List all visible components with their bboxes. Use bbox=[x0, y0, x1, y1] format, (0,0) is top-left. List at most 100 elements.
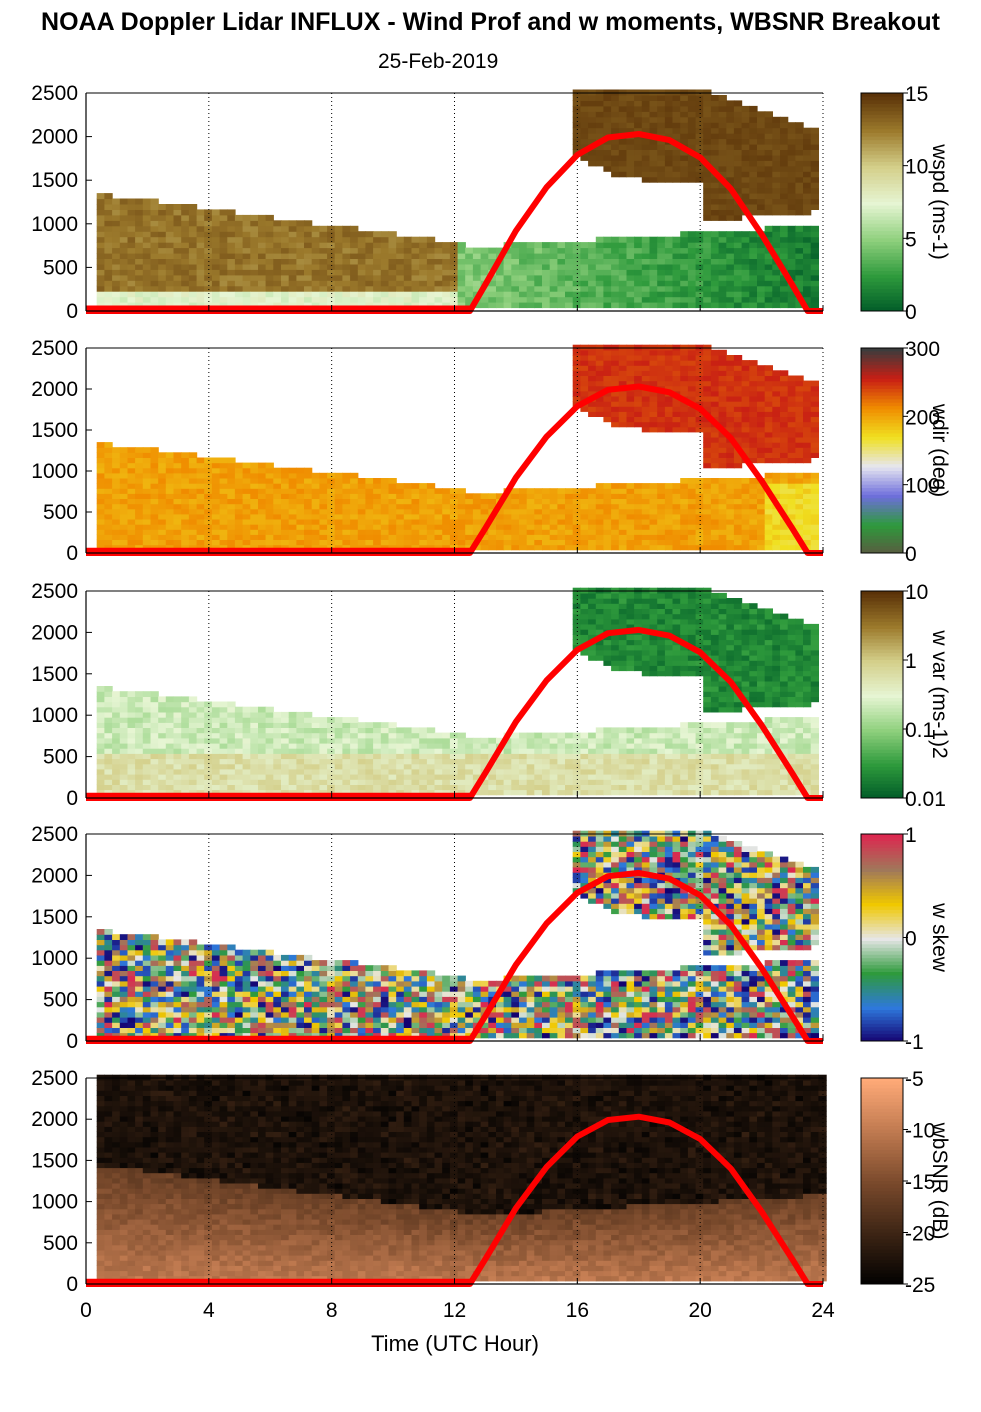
heatmap-cell bbox=[265, 768, 274, 775]
heatmap-cell bbox=[380, 296, 390, 303]
heatmap-cell bbox=[142, 696, 152, 703]
heatmap-cell bbox=[480, 784, 489, 791]
heatmap-cell bbox=[419, 727, 428, 734]
heatmap-cell bbox=[565, 242, 574, 249]
heatmap-cell bbox=[795, 209, 804, 216]
heatmap-cell bbox=[710, 187, 720, 194]
heatmap-cell bbox=[334, 748, 343, 754]
heatmap-cell bbox=[741, 280, 750, 287]
heatmap-cell bbox=[173, 236, 182, 243]
heatmap-cell bbox=[757, 396, 766, 402]
heatmap-cell bbox=[795, 478, 804, 484]
heatmap-cell bbox=[687, 111, 697, 118]
heatmap-cell bbox=[173, 462, 182, 469]
heatmap-cell bbox=[434, 519, 443, 525]
heatmap-cell bbox=[304, 472, 313, 479]
heatmap-cell bbox=[411, 748, 420, 754]
heatmap-cell bbox=[664, 176, 674, 183]
heatmap-cell bbox=[158, 748, 167, 754]
heatmap-cell bbox=[319, 753, 328, 760]
heatmap-cell bbox=[304, 247, 313, 254]
heatmap-cell bbox=[726, 154, 735, 161]
heatmap-cell bbox=[657, 488, 666, 494]
heatmap-cell bbox=[703, 349, 712, 356]
heatmap-cell bbox=[96, 753, 105, 760]
heatmap-cell bbox=[703, 401, 712, 407]
heatmap-cell bbox=[234, 483, 244, 489]
heatmap-cell bbox=[488, 544, 497, 551]
heatmap-cell bbox=[288, 503, 297, 510]
heatmap-cell bbox=[526, 758, 535, 765]
heatmap-cell bbox=[503, 742, 512, 749]
heatmap-cell bbox=[288, 296, 297, 303]
heatmap-cell bbox=[242, 774, 251, 780]
heatmap-cell bbox=[626, 111, 635, 118]
heatmap-cell bbox=[281, 280, 290, 287]
heatmap-cell bbox=[618, 242, 628, 249]
heatmap-cell bbox=[741, 478, 750, 484]
heatmap-cell bbox=[703, 498, 712, 505]
heatmap-cell bbox=[273, 753, 282, 760]
heatmap-cell bbox=[526, 763, 535, 770]
heatmap-cell bbox=[534, 302, 543, 309]
heatmap-cell bbox=[757, 375, 766, 382]
heatmap-cell bbox=[749, 187, 758, 194]
heatmap-cell bbox=[710, 406, 720, 412]
heatmap-cell bbox=[526, 302, 535, 309]
heatmap-cell bbox=[626, 483, 635, 489]
heatmap-cell bbox=[687, 421, 697, 428]
heatmap-cell bbox=[764, 544, 773, 551]
heatmap-cell bbox=[196, 472, 205, 479]
heatmap-cell bbox=[350, 472, 359, 479]
heatmap-cell bbox=[511, 498, 520, 505]
heatmap-cell bbox=[388, 296, 397, 303]
heatmap-cell bbox=[649, 534, 658, 540]
colorbar-segment bbox=[861, 107, 903, 112]
heatmap-cell bbox=[549, 493, 558, 499]
heatmap-cell bbox=[365, 727, 374, 734]
heatmap-cell bbox=[119, 691, 129, 697]
heatmap-cell bbox=[703, 385, 712, 392]
heatmap-cell bbox=[457, 519, 466, 525]
heatmap-cell bbox=[457, 524, 466, 530]
heatmap-cell bbox=[158, 263, 167, 270]
heatmap-cell bbox=[96, 768, 105, 775]
heatmap-cell bbox=[626, 285, 635, 292]
heatmap-cell bbox=[626, 488, 635, 494]
heatmap-cell bbox=[304, 253, 313, 259]
heatmap-cell bbox=[549, 503, 558, 510]
heatmap-cell bbox=[772, 138, 781, 145]
heatmap-cell bbox=[672, 355, 681, 361]
heatmap-cell bbox=[603, 165, 612, 172]
heatmap-cell bbox=[572, 116, 581, 123]
heatmap-cell bbox=[733, 437, 743, 443]
heatmap-cell bbox=[112, 231, 121, 238]
heatmap-cell bbox=[618, 111, 628, 118]
heatmap-cell bbox=[211, 784, 221, 791]
heatmap-cell bbox=[565, 539, 574, 546]
heatmap-cell bbox=[757, 534, 766, 540]
heatmap-cell bbox=[787, 483, 796, 489]
heatmap-cell bbox=[119, 701, 129, 708]
heatmap-cell bbox=[626, 291, 635, 298]
heatmap-cell bbox=[304, 220, 313, 227]
heatmap-cell bbox=[304, 478, 313, 484]
heatmap-cell bbox=[703, 193, 712, 200]
colorbar-segment bbox=[861, 392, 903, 397]
heatmap-cell bbox=[350, 258, 359, 265]
heatmap-cell bbox=[211, 462, 221, 469]
heatmap-cell bbox=[258, 534, 267, 540]
heatmap-cell bbox=[772, 519, 781, 525]
heatmap-cell bbox=[710, 462, 720, 469]
heatmap-cell bbox=[242, 768, 251, 775]
heatmap-cell bbox=[480, 544, 489, 551]
heatmap-cell bbox=[119, 732, 129, 739]
heatmap-cell bbox=[250, 478, 259, 484]
heatmap-cell bbox=[603, 513, 612, 520]
heatmap-cell bbox=[810, 160, 819, 167]
heatmap-cell bbox=[803, 406, 812, 412]
heatmap-cell bbox=[204, 706, 213, 713]
heatmap-cell bbox=[618, 503, 628, 510]
heatmap-cell bbox=[687, 385, 697, 392]
heatmap-cell bbox=[365, 291, 374, 298]
